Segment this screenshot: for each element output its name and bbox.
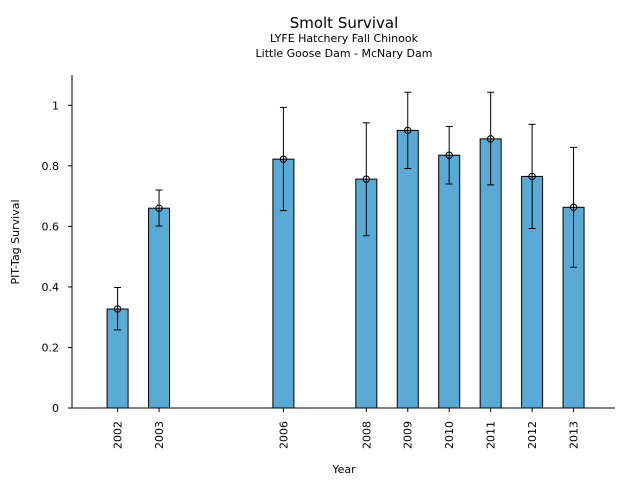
y-tick-label: 0.2 bbox=[42, 341, 60, 354]
point-2002 bbox=[113, 305, 122, 313]
plot-area bbox=[106, 91, 585, 409]
bar-2009 bbox=[396, 129, 419, 409]
y-tick-label: 0.8 bbox=[42, 160, 60, 173]
point-2009 bbox=[404, 126, 412, 135]
bar-2010 bbox=[438, 154, 461, 409]
x-tick-label: 2010 bbox=[443, 421, 456, 449]
y-tick-label: 0 bbox=[52, 402, 59, 415]
y-axis-label: PIT-Tag Survival bbox=[9, 199, 22, 284]
y-axis-ticks: 0 0.2 0.4 0.6 0.8 1 bbox=[42, 99, 72, 415]
chart-title: Smolt Survival bbox=[290, 14, 399, 32]
point-2013 bbox=[569, 203, 578, 211]
point-2010 bbox=[445, 151, 453, 159]
x-tick-label: 2008 bbox=[360, 421, 373, 449]
point-2006 bbox=[279, 155, 288, 163]
y-tick-label: 1 bbox=[52, 99, 59, 112]
point-2011 bbox=[486, 135, 495, 143]
y-tick-label: 0.4 bbox=[42, 281, 60, 294]
point-2012 bbox=[528, 172, 536, 181]
x-tick-label: 2012 bbox=[526, 421, 539, 449]
point-2008 bbox=[362, 175, 370, 183]
x-tick-label: 2013 bbox=[568, 421, 581, 449]
x-axis-ticks: 2002 2003 2006 2008 2009 2010 2011 2012 2013 bbox=[112, 408, 581, 449]
x-tick-label: 2002 bbox=[112, 421, 125, 449]
y-tick-label: 0.6 bbox=[42, 220, 60, 233]
x-axis-label: Year bbox=[331, 463, 356, 476]
point-2003 bbox=[155, 204, 163, 212]
x-tick-label: 2009 bbox=[402, 421, 415, 449]
x-tick-label: 2006 bbox=[277, 421, 290, 449]
chart-subtitle-1: LYFE Hatchery Fall Chinook bbox=[270, 32, 419, 45]
bar-2003 bbox=[148, 207, 171, 409]
chart-subtitle-2: Little Goose Dam - McNary Dam bbox=[256, 47, 433, 60]
x-tick-label: 2011 bbox=[485, 421, 498, 449]
x-tick-label: 2003 bbox=[153, 421, 166, 449]
